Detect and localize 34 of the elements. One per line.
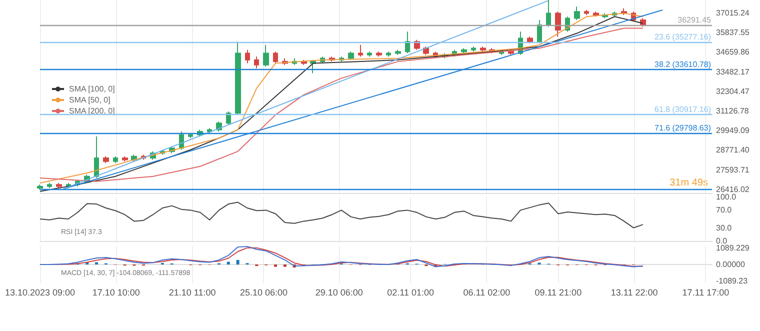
y-tick-label: 27593.71: [716, 165, 750, 174]
y-tick-label: 33482.17: [716, 67, 750, 76]
y-tick-label: 1089.229: [716, 243, 750, 252]
y-tick-label: 28771.40: [716, 146, 750, 155]
x-tick-label: 17.10 10:00: [92, 288, 140, 298]
x-tick-label: 25.10 06:00: [240, 288, 288, 298]
x-tick-label: 06.11 02:00: [463, 288, 510, 298]
x-tick-label: 02.11 01:00: [387, 288, 434, 298]
ref-line-label: 23.6 (35277.16): [654, 32, 712, 42]
y-tick-label: 34659.86: [716, 48, 750, 57]
y-tick-label: 29949.09: [716, 126, 750, 136]
ref-line-label: 61.8 (30917.16): [654, 105, 712, 114]
y-tick-label: 32304.47: [716, 86, 750, 96]
x-tick-label: 21.10 11:00: [168, 288, 216, 298]
ref-line-label: 36291.45: [678, 16, 712, 25]
x-tick-label: 17.11 17:00: [682, 288, 730, 298]
y-tick-label: 31126.78: [716, 106, 750, 116]
y-tick-label: 26416.02: [716, 184, 750, 194]
x-tick-label: 29.10 06:00: [315, 288, 363, 298]
legend-label: SMA [50, 0]: [69, 96, 110, 104]
y-tick-label: 0.00000: [716, 260, 746, 269]
legend-label: SMA [100, 0]: [69, 84, 115, 94]
y-tick-label: 0.0: [716, 236, 728, 246]
y-tick-label: -1089.23: [716, 276, 748, 286]
x-tick-label: 13.10.2023 09:00: [4, 288, 76, 298]
y-tick-label: 70.0: [716, 206, 732, 215]
x-tick-label: 13.11 22:00: [610, 288, 658, 298]
y-tick-label: 30.0: [716, 223, 732, 232]
y-tick-label: 100.0: [716, 192, 737, 202]
x-tick-label: 09.11 21:00: [534, 288, 582, 298]
y-tick-label: 37015.24: [716, 8, 750, 18]
y-tick-label: 35837.55: [716, 28, 750, 38]
ref-line-label: 71.6 (29798.63): [654, 124, 712, 133]
ref-line-label: 38.2 (33610.78): [654, 60, 712, 70]
